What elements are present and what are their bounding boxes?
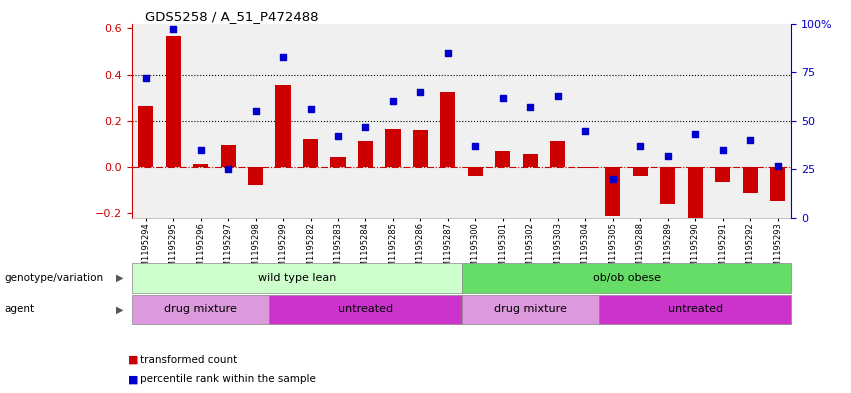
Bar: [193, 164, 208, 167]
Point: [441, 50, 454, 56]
Point: [194, 147, 208, 153]
Point: [331, 133, 345, 140]
Bar: [138, 106, 153, 167]
Bar: [578, 167, 593, 168]
Text: transformed count: transformed count: [140, 354, 237, 365]
Point: [688, 131, 702, 138]
Bar: [495, 151, 511, 167]
Point: [469, 143, 483, 149]
Bar: [166, 36, 180, 167]
Bar: [330, 157, 346, 167]
Point: [166, 26, 180, 33]
Bar: [743, 167, 757, 193]
Point: [139, 75, 152, 81]
Point: [633, 143, 647, 149]
Text: agent: agent: [4, 305, 34, 314]
Text: wild type lean: wild type lean: [258, 273, 336, 283]
Bar: [440, 92, 455, 167]
Point: [358, 123, 372, 130]
Bar: [688, 167, 703, 219]
Point: [248, 108, 262, 114]
Text: untreated: untreated: [338, 305, 393, 314]
Bar: [551, 141, 565, 167]
Point: [221, 166, 235, 173]
Point: [386, 98, 400, 105]
Text: drug mixture: drug mixture: [164, 305, 237, 314]
Point: [744, 137, 757, 143]
Text: untreated: untreated: [668, 305, 722, 314]
Text: GDS5258 / A_51_P472488: GDS5258 / A_51_P472488: [145, 10, 318, 23]
Text: genotype/variation: genotype/variation: [4, 273, 103, 283]
Bar: [770, 167, 785, 201]
Point: [523, 104, 537, 110]
Text: ▶: ▶: [116, 273, 123, 283]
Point: [716, 147, 729, 153]
Point: [304, 106, 317, 112]
Text: ■: ■: [128, 354, 138, 365]
Text: drug mixture: drug mixture: [494, 305, 567, 314]
Point: [661, 153, 675, 159]
Bar: [660, 167, 676, 204]
Bar: [413, 130, 428, 167]
Bar: [715, 167, 730, 182]
Point: [579, 127, 592, 134]
Bar: [358, 141, 373, 167]
Point: [277, 53, 290, 60]
Text: percentile rank within the sample: percentile rank within the sample: [140, 374, 317, 384]
Text: ob/ob obese: ob/ob obese: [592, 273, 660, 283]
Text: ▶: ▶: [116, 305, 123, 314]
Bar: [276, 85, 290, 167]
Point: [414, 88, 427, 95]
Bar: [633, 167, 648, 176]
Bar: [303, 140, 318, 167]
Point: [771, 162, 785, 169]
Bar: [468, 167, 483, 176]
Bar: [386, 129, 401, 167]
Bar: [220, 145, 236, 167]
Text: ■: ■: [128, 374, 138, 384]
Point: [551, 92, 565, 99]
Bar: [605, 167, 620, 216]
Point: [496, 94, 510, 101]
Bar: [523, 154, 538, 167]
Point: [606, 176, 620, 182]
Bar: [248, 167, 263, 185]
